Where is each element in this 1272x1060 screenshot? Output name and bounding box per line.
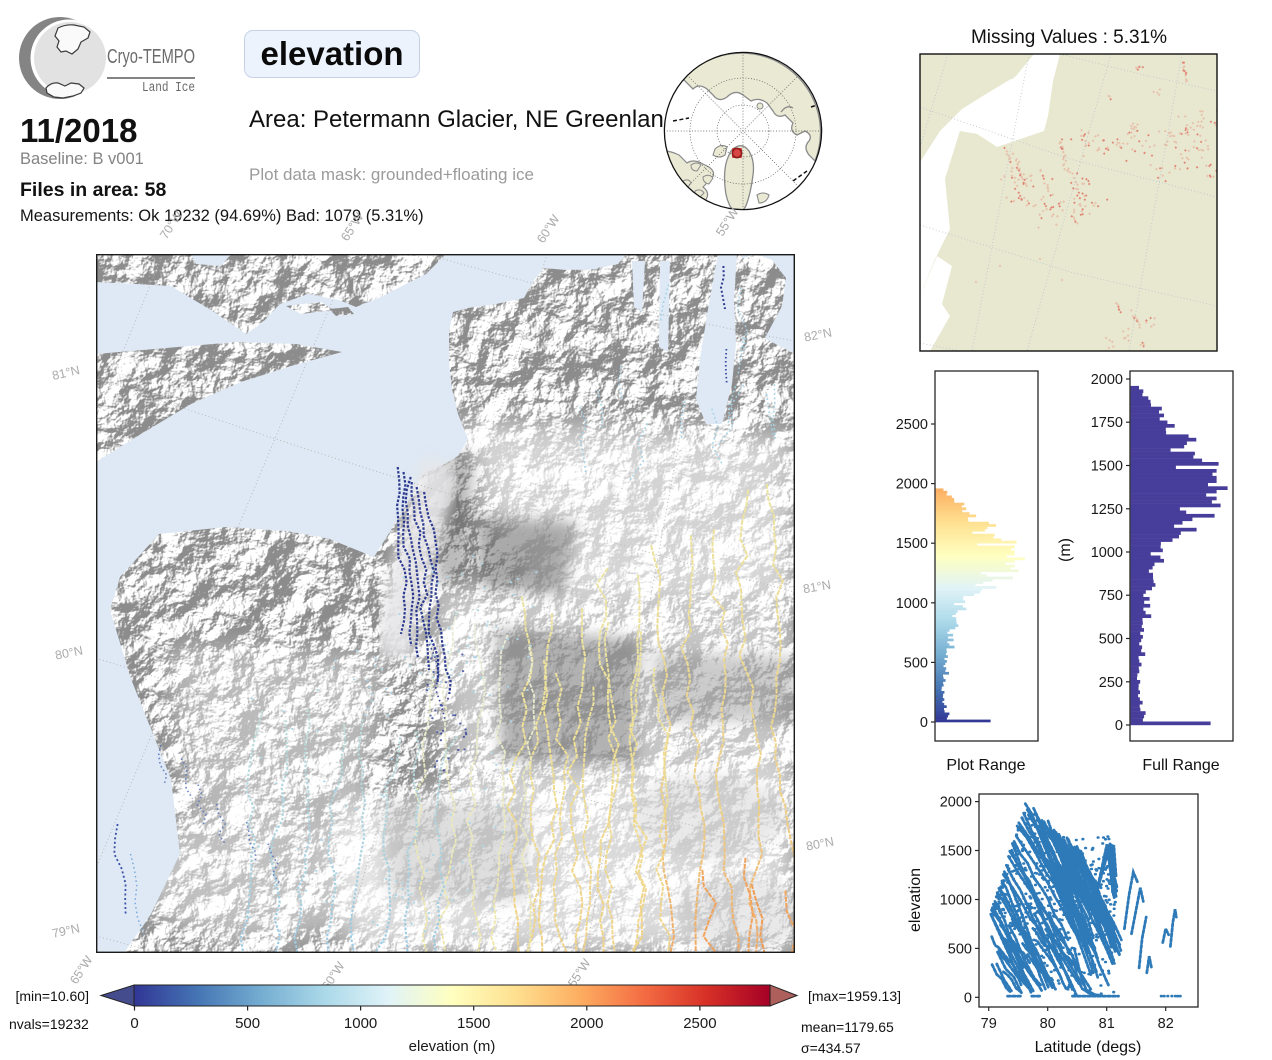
svg-text:82: 82 xyxy=(1158,1016,1174,1032)
svg-text:79: 79 xyxy=(981,1016,997,1032)
svg-text:2000: 2000 xyxy=(940,795,972,811)
svg-text:2500: 2500 xyxy=(896,417,928,433)
svg-text:Full Range: Full Range xyxy=(1142,757,1219,774)
svg-text:81: 81 xyxy=(1099,1016,1115,1032)
svg-text:Latitude (degs): Latitude (degs) xyxy=(1035,1039,1142,1056)
svg-text:500: 500 xyxy=(904,655,928,671)
svg-text:80: 80 xyxy=(1040,1016,1056,1032)
svg-text:Plot Range: Plot Range xyxy=(946,757,1025,774)
svg-text:0: 0 xyxy=(1115,718,1123,734)
svg-text:250: 250 xyxy=(1099,675,1123,691)
svg-text:elevation: elevation xyxy=(907,868,924,932)
svg-text:Cryo-TEMPO: Cryo-TEMPO xyxy=(107,46,195,68)
svg-text:750: 750 xyxy=(1099,588,1123,604)
svg-text:1000: 1000 xyxy=(940,893,972,909)
svg-text:1750: 1750 xyxy=(1091,415,1123,431)
svg-text:500: 500 xyxy=(1099,632,1123,648)
svg-text:0: 0 xyxy=(964,990,972,1006)
svg-text:2000: 2000 xyxy=(1091,372,1123,388)
svg-text:500: 500 xyxy=(948,941,972,957)
svg-text:elevation (m): elevation (m) xyxy=(409,1038,496,1055)
svg-text:(m): (m) xyxy=(1057,538,1074,562)
svg-text:2000: 2000 xyxy=(570,1015,603,1032)
svg-text:1000: 1000 xyxy=(344,1015,377,1032)
svg-text:0: 0 xyxy=(130,1015,138,1032)
svg-text:1500: 1500 xyxy=(940,844,972,860)
svg-text:500: 500 xyxy=(235,1015,260,1032)
svg-text:Land Ice: Land Ice xyxy=(142,81,195,96)
svg-text:1500: 1500 xyxy=(896,536,928,552)
svg-text:1500: 1500 xyxy=(457,1015,490,1032)
svg-text:0: 0 xyxy=(920,715,928,731)
svg-text:1250: 1250 xyxy=(1091,502,1123,518)
svg-text:1000: 1000 xyxy=(896,596,928,612)
svg-text:2500: 2500 xyxy=(683,1015,716,1032)
svg-text:1500: 1500 xyxy=(1091,459,1123,475)
svg-text:2000: 2000 xyxy=(896,477,928,493)
svg-text:1000: 1000 xyxy=(1091,545,1123,561)
